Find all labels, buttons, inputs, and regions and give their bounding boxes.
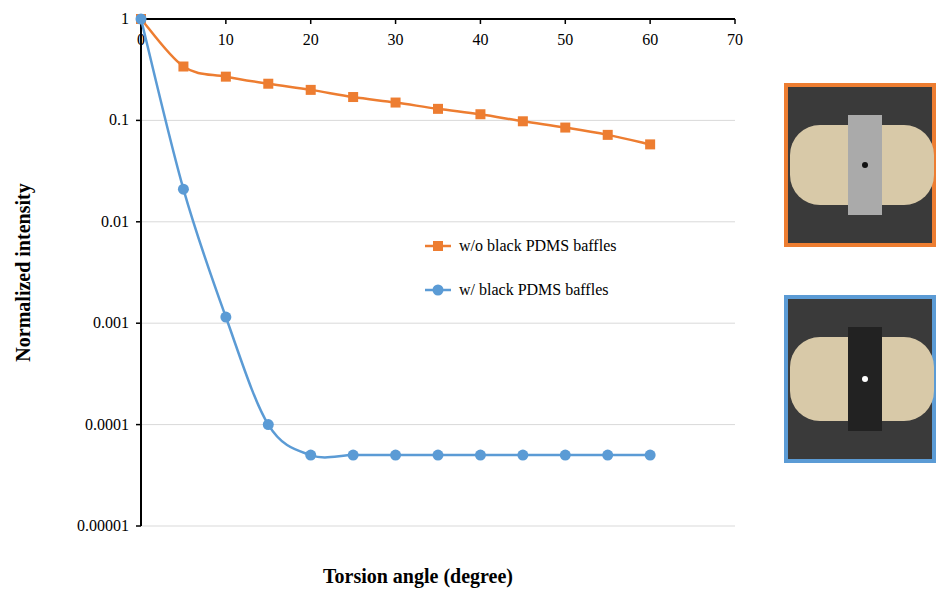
y-tick-label: 0.0001 bbox=[85, 416, 129, 433]
data-point bbox=[560, 450, 571, 461]
y-tick-label: 0.00001 bbox=[77, 517, 129, 534]
data-point bbox=[602, 450, 613, 461]
data-point bbox=[306, 85, 316, 95]
data-point bbox=[136, 14, 146, 24]
photo-inset bbox=[786, 297, 934, 461]
data-point bbox=[603, 130, 613, 140]
x-tick-label: 50 bbox=[557, 31, 573, 48]
photo-device bbox=[848, 115, 882, 215]
data-point bbox=[560, 123, 570, 133]
data-point bbox=[178, 62, 188, 72]
x-tick-label: 10 bbox=[218, 31, 234, 48]
data-point bbox=[263, 419, 274, 430]
data-point bbox=[475, 450, 486, 461]
data-point bbox=[518, 116, 528, 126]
plot-area bbox=[136, 14, 656, 461]
data-point bbox=[645, 450, 656, 461]
series-line bbox=[141, 19, 650, 457]
y-tick-label: 0.01 bbox=[101, 213, 129, 230]
x-tick-label: 70 bbox=[727, 31, 743, 48]
data-point bbox=[433, 450, 444, 461]
y-tick-label: 0.001 bbox=[93, 314, 129, 331]
grid-line bbox=[141, 424, 735, 425]
photo-hole bbox=[862, 376, 868, 382]
y-axis bbox=[140, 19, 142, 526]
legend-label: w/o black PDMS baffles bbox=[459, 237, 616, 254]
data-point bbox=[263, 79, 273, 89]
data-point bbox=[390, 450, 401, 461]
photo-frame bbox=[786, 85, 934, 245]
y-tick-label: 1 bbox=[121, 10, 129, 27]
x-tick-label: 30 bbox=[388, 31, 404, 48]
data-point bbox=[433, 104, 443, 114]
data-point bbox=[645, 139, 655, 149]
data-point bbox=[178, 184, 189, 195]
data-point bbox=[348, 92, 358, 102]
data-point bbox=[391, 98, 401, 108]
grid-line bbox=[141, 19, 735, 20]
data-point bbox=[517, 450, 528, 461]
data-point bbox=[220, 312, 231, 323]
x-tick-label: 60 bbox=[642, 31, 658, 48]
grid-line bbox=[141, 323, 735, 324]
data-point bbox=[475, 109, 485, 119]
x-tick-label: 40 bbox=[472, 31, 488, 48]
y-axis-title: Normalized intensity bbox=[12, 183, 35, 361]
x-tick-label: 20 bbox=[303, 31, 319, 48]
legend-marker bbox=[433, 285, 444, 296]
grid-line bbox=[141, 526, 735, 527]
legend-label: w/ black PDMS baffles bbox=[459, 281, 608, 298]
y-tick-label: 0.1 bbox=[109, 111, 129, 128]
photo-hole bbox=[862, 162, 868, 168]
data-point bbox=[136, 14, 147, 25]
x-axis bbox=[141, 18, 735, 20]
legend-marker bbox=[433, 241, 443, 251]
series-line bbox=[141, 19, 650, 144]
data-point bbox=[348, 450, 359, 461]
grid-line bbox=[141, 120, 735, 121]
photo-inset bbox=[786, 85, 934, 245]
photo-device bbox=[848, 327, 882, 431]
data-point bbox=[305, 450, 316, 461]
data-point bbox=[221, 72, 231, 82]
x-axis-title: Torsion angle (degree) bbox=[323, 565, 513, 588]
grid-line bbox=[141, 221, 735, 222]
photo-frame bbox=[786, 297, 934, 461]
